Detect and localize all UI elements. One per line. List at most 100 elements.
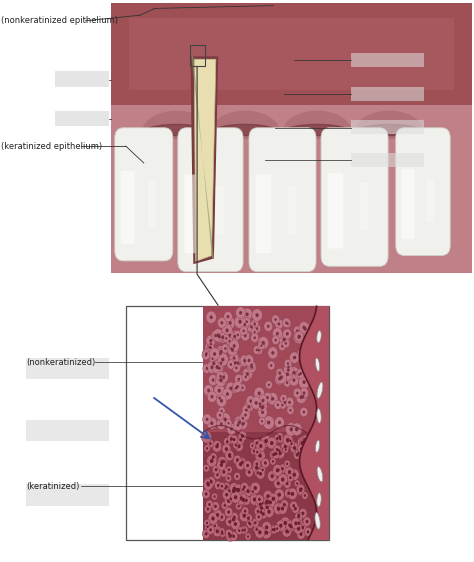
Circle shape xyxy=(259,472,262,475)
Circle shape xyxy=(232,489,235,492)
Circle shape xyxy=(285,529,289,533)
Polygon shape xyxy=(301,365,329,366)
Polygon shape xyxy=(307,332,329,333)
Circle shape xyxy=(218,334,221,338)
Circle shape xyxy=(300,372,302,375)
Circle shape xyxy=(281,441,290,452)
Circle shape xyxy=(225,450,234,461)
Circle shape xyxy=(209,374,218,386)
Circle shape xyxy=(271,474,274,478)
Polygon shape xyxy=(313,423,329,424)
Polygon shape xyxy=(303,445,329,446)
Circle shape xyxy=(293,450,301,459)
Circle shape xyxy=(276,527,278,530)
Circle shape xyxy=(236,527,243,534)
Circle shape xyxy=(226,530,235,541)
Ellipse shape xyxy=(317,330,321,343)
Circle shape xyxy=(232,534,235,538)
Polygon shape xyxy=(306,334,329,335)
Text: (keratinized): (keratinized) xyxy=(26,482,80,491)
Polygon shape xyxy=(314,500,329,501)
Polygon shape xyxy=(310,429,329,430)
Circle shape xyxy=(206,447,208,450)
Circle shape xyxy=(208,513,218,524)
Circle shape xyxy=(270,364,273,367)
Polygon shape xyxy=(301,472,329,473)
Circle shape xyxy=(204,479,213,490)
Circle shape xyxy=(237,334,239,336)
Polygon shape xyxy=(301,348,329,349)
Circle shape xyxy=(284,319,291,328)
Circle shape xyxy=(273,445,281,454)
Polygon shape xyxy=(311,323,329,324)
Circle shape xyxy=(299,488,302,492)
Circle shape xyxy=(300,388,309,398)
Circle shape xyxy=(295,427,298,431)
Circle shape xyxy=(239,414,247,423)
Circle shape xyxy=(258,395,268,406)
Ellipse shape xyxy=(317,466,323,482)
Polygon shape xyxy=(315,417,329,418)
Circle shape xyxy=(273,464,283,476)
Polygon shape xyxy=(310,490,329,491)
Circle shape xyxy=(246,489,250,493)
Circle shape xyxy=(261,405,264,409)
Circle shape xyxy=(263,502,272,513)
Circle shape xyxy=(223,334,230,343)
Circle shape xyxy=(207,477,215,487)
Circle shape xyxy=(235,444,237,447)
Polygon shape xyxy=(308,382,329,383)
Circle shape xyxy=(276,448,279,451)
Circle shape xyxy=(283,434,293,446)
Circle shape xyxy=(221,532,224,534)
Circle shape xyxy=(228,532,230,535)
Circle shape xyxy=(233,344,236,348)
Circle shape xyxy=(228,477,229,479)
Circle shape xyxy=(301,511,304,515)
Polygon shape xyxy=(305,439,329,441)
Circle shape xyxy=(219,466,228,477)
Polygon shape xyxy=(311,533,329,534)
Polygon shape xyxy=(304,442,329,443)
Circle shape xyxy=(228,514,238,525)
Polygon shape xyxy=(315,523,329,524)
Circle shape xyxy=(250,364,253,366)
Circle shape xyxy=(220,463,223,467)
Circle shape xyxy=(208,340,214,348)
Polygon shape xyxy=(301,452,329,453)
Circle shape xyxy=(252,490,254,493)
Circle shape xyxy=(252,519,259,527)
Circle shape xyxy=(294,522,298,525)
Circle shape xyxy=(283,479,291,488)
Circle shape xyxy=(241,526,248,534)
Polygon shape xyxy=(300,360,329,361)
Circle shape xyxy=(287,522,296,532)
Ellipse shape xyxy=(317,493,321,507)
Circle shape xyxy=(234,315,246,329)
Circle shape xyxy=(254,507,262,516)
Circle shape xyxy=(287,323,289,325)
Circle shape xyxy=(225,507,233,517)
Circle shape xyxy=(223,482,230,491)
Circle shape xyxy=(230,357,240,369)
Circle shape xyxy=(246,372,249,376)
Polygon shape xyxy=(300,354,329,355)
FancyBboxPatch shape xyxy=(288,185,297,234)
Circle shape xyxy=(232,363,240,373)
Circle shape xyxy=(223,460,225,463)
Circle shape xyxy=(230,437,233,441)
Circle shape xyxy=(273,328,283,339)
Circle shape xyxy=(222,490,231,500)
Circle shape xyxy=(296,484,305,494)
Polygon shape xyxy=(302,474,329,475)
Circle shape xyxy=(205,467,208,469)
Circle shape xyxy=(265,380,273,389)
Circle shape xyxy=(267,470,277,482)
Polygon shape xyxy=(307,485,329,486)
Polygon shape xyxy=(301,470,329,471)
Circle shape xyxy=(285,423,297,436)
Circle shape xyxy=(218,407,225,415)
Circle shape xyxy=(209,355,216,363)
Polygon shape xyxy=(316,310,329,311)
Polygon shape xyxy=(300,353,329,354)
